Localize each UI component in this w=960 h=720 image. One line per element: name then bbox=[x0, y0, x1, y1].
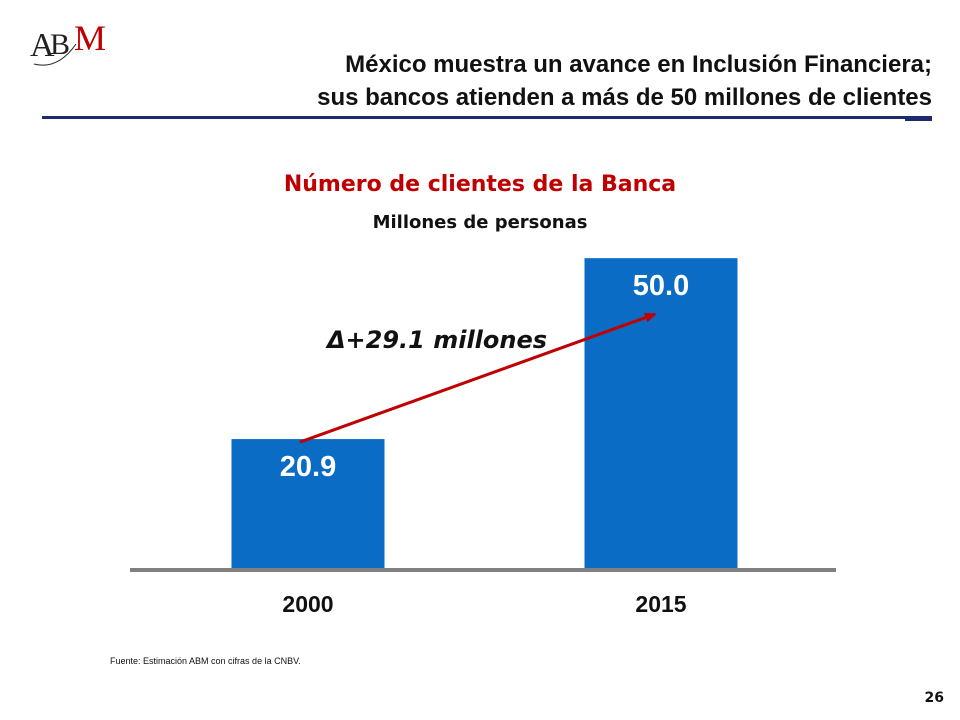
chart-subtitle: Millones de personas bbox=[372, 212, 588, 233]
title-divider bbox=[42, 116, 932, 119]
page-title-line-2: sus bancos atienden a más de 50 millones… bbox=[317, 84, 932, 111]
title-divider-tail bbox=[905, 119, 932, 121]
delta-annotation: Δ+29.1 millones bbox=[325, 326, 547, 354]
abm-logo: A B M bbox=[28, 14, 118, 70]
chart-title: Número de clientes de la Banca bbox=[283, 172, 677, 197]
page-number: 26 bbox=[924, 690, 944, 706]
value-label-2015: 50.0 bbox=[633, 270, 689, 302]
bar-2015 bbox=[584, 258, 738, 569]
page-title-line-1: México muestra un avance en Inclusión Fi… bbox=[345, 51, 932, 78]
svg-text:B: B bbox=[50, 28, 70, 61]
source-note: Fuente: Estimación ABM con cifras de la … bbox=[110, 656, 301, 666]
x-tick-label-2000: 2000 bbox=[282, 591, 333, 617]
svg-text:M: M bbox=[74, 18, 106, 58]
value-label-2000: 20.9 bbox=[280, 451, 336, 483]
bar-2000 bbox=[231, 439, 385, 569]
svg-text:A: A bbox=[30, 27, 55, 64]
delta-arrow bbox=[299, 312, 657, 444]
page-title: México muestra un avance en Inclusión Fi… bbox=[132, 48, 932, 114]
x-tick-label-2015: 2015 bbox=[635, 591, 686, 617]
